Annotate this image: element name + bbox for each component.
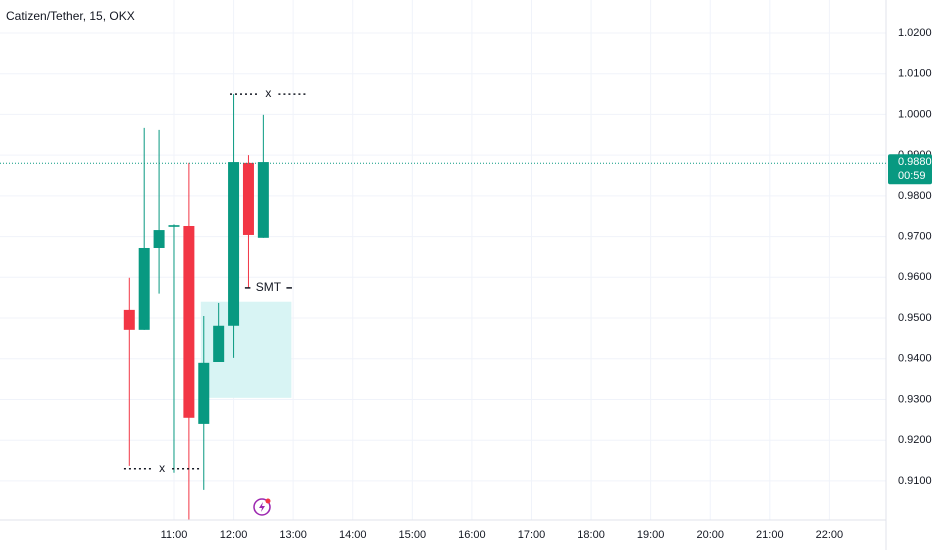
y-tick-label: 0.9400 [898, 353, 932, 365]
candle-body [153, 230, 165, 248]
last-price-label: 0.9880 [898, 156, 932, 168]
annotation-label: SMT [256, 280, 282, 294]
x-tick-label: 13:00 [279, 529, 307, 541]
x-tick-label: 20:00 [696, 529, 724, 541]
y-tick-label: 0.9600 [898, 271, 932, 283]
y-tick-label: 0.9200 [898, 434, 932, 446]
countdown-label: 00:59 [898, 170, 926, 182]
candle-body [183, 225, 195, 418]
x-tick-label: 17:00 [518, 529, 546, 541]
x-tick-label: 15:00 [399, 529, 427, 541]
candle-body [242, 162, 254, 235]
x-tick-label: 12:00 [220, 529, 248, 541]
y-tick-label: 1.0100 [898, 68, 932, 80]
x-tick-label: 19:00 [637, 529, 665, 541]
candle-body [123, 309, 135, 330]
y-tick-label: 0.9800 [898, 190, 932, 202]
y-tick-label: 0.9300 [898, 393, 932, 405]
x-tick-label: 22:00 [816, 529, 844, 541]
x-tick-label: 16:00 [458, 529, 486, 541]
y-tick-label: 0.9100 [898, 475, 932, 487]
y-tick-label: 1.0000 [898, 108, 932, 120]
x-tick-label: 14:00 [339, 529, 367, 541]
chart-title: Catizen/Tether, 15, OKX [6, 9, 135, 23]
y-tick-label: 0.9700 [898, 230, 932, 242]
candle-body [168, 225, 180, 227]
event-icon[interactable] [253, 498, 271, 516]
annotation-label: x [159, 461, 165, 475]
x-tick-label: 11:00 [161, 529, 188, 541]
candle-body [138, 247, 150, 330]
candle-body [257, 162, 269, 238]
y-tick-label: 0.9500 [898, 312, 932, 324]
icon-bolt [259, 502, 265, 512]
y-tick-label: 1.0200 [898, 27, 932, 39]
last-price-badge [888, 154, 932, 185]
x-tick-label: 21:00 [756, 529, 784, 541]
x-tick-label: 18:00 [577, 529, 605, 541]
icon-ring [253, 498, 271, 516]
candle-body [228, 162, 240, 326]
icon-dot [265, 498, 271, 504]
candle-body [213, 325, 225, 363]
plot [0, 0, 886, 520]
annotation-label: x [265, 86, 271, 100]
candle-body [198, 362, 210, 424]
